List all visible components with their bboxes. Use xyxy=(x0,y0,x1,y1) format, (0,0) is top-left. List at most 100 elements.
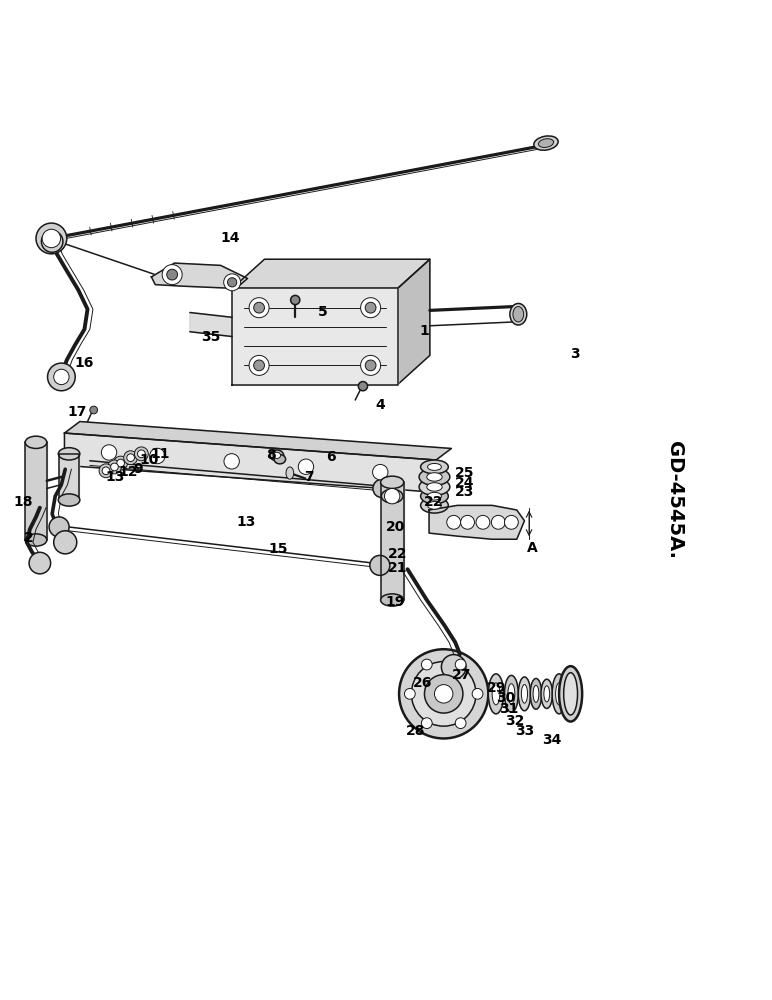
Ellipse shape xyxy=(381,476,404,488)
Polygon shape xyxy=(25,442,47,540)
Ellipse shape xyxy=(559,666,582,722)
Circle shape xyxy=(411,662,476,726)
Circle shape xyxy=(373,464,388,480)
Circle shape xyxy=(361,355,381,375)
Text: 5: 5 xyxy=(318,305,328,319)
Text: 21: 21 xyxy=(388,561,408,575)
Text: 14: 14 xyxy=(221,231,240,245)
Text: 6: 6 xyxy=(326,450,335,464)
Circle shape xyxy=(361,298,381,318)
Text: 19: 19 xyxy=(385,595,405,609)
Circle shape xyxy=(42,231,63,252)
Circle shape xyxy=(370,555,390,575)
Ellipse shape xyxy=(59,494,80,506)
Ellipse shape xyxy=(286,467,293,479)
Text: 31: 31 xyxy=(499,702,519,716)
Text: GD-4545A.: GD-4545A. xyxy=(665,441,684,559)
Circle shape xyxy=(110,463,118,471)
Circle shape xyxy=(476,515,490,529)
Text: 3: 3 xyxy=(570,347,579,361)
Ellipse shape xyxy=(428,463,442,470)
Circle shape xyxy=(447,515,461,529)
Ellipse shape xyxy=(428,502,442,509)
Ellipse shape xyxy=(381,594,404,606)
Text: 32: 32 xyxy=(506,714,525,728)
Polygon shape xyxy=(232,259,430,288)
Circle shape xyxy=(422,659,432,670)
Ellipse shape xyxy=(521,685,527,703)
Polygon shape xyxy=(151,263,248,288)
Text: 13: 13 xyxy=(236,515,256,529)
Ellipse shape xyxy=(489,674,503,714)
Circle shape xyxy=(224,454,239,469)
Text: 18: 18 xyxy=(13,495,32,509)
Text: 7: 7 xyxy=(304,470,314,484)
Polygon shape xyxy=(59,454,79,500)
Ellipse shape xyxy=(270,450,283,461)
Circle shape xyxy=(290,295,300,305)
Circle shape xyxy=(455,659,466,670)
Circle shape xyxy=(365,360,376,371)
Circle shape xyxy=(113,456,127,470)
Circle shape xyxy=(298,459,313,474)
Ellipse shape xyxy=(556,683,563,705)
Text: 28: 28 xyxy=(405,724,425,738)
Polygon shape xyxy=(65,433,436,492)
Circle shape xyxy=(29,552,51,574)
Circle shape xyxy=(504,515,518,529)
Polygon shape xyxy=(381,482,404,600)
Text: 33: 33 xyxy=(515,724,534,738)
Ellipse shape xyxy=(381,489,403,503)
Text: 8: 8 xyxy=(266,448,276,462)
Circle shape xyxy=(492,515,505,529)
Ellipse shape xyxy=(59,448,80,460)
Circle shape xyxy=(435,685,453,703)
Ellipse shape xyxy=(421,488,449,504)
Text: 12: 12 xyxy=(119,465,138,479)
Circle shape xyxy=(36,223,66,254)
Circle shape xyxy=(150,448,165,464)
Text: 25: 25 xyxy=(455,466,474,480)
Polygon shape xyxy=(232,288,398,385)
Circle shape xyxy=(162,265,182,285)
Circle shape xyxy=(472,688,483,699)
Circle shape xyxy=(365,302,376,313)
Circle shape xyxy=(107,460,121,474)
Text: 2: 2 xyxy=(23,531,33,545)
Ellipse shape xyxy=(421,460,449,474)
Text: 26: 26 xyxy=(413,676,432,690)
Ellipse shape xyxy=(428,492,442,500)
Circle shape xyxy=(167,269,178,280)
Ellipse shape xyxy=(508,684,515,704)
Text: 13: 13 xyxy=(106,470,125,484)
Circle shape xyxy=(90,406,97,414)
Circle shape xyxy=(373,479,391,498)
Ellipse shape xyxy=(552,674,566,714)
Circle shape xyxy=(134,447,148,461)
Text: 11: 11 xyxy=(150,447,170,461)
Ellipse shape xyxy=(518,677,530,711)
Text: 15: 15 xyxy=(269,542,288,556)
Ellipse shape xyxy=(427,483,442,491)
Text: 10: 10 xyxy=(140,453,159,467)
Circle shape xyxy=(99,464,113,478)
Circle shape xyxy=(384,488,400,504)
Circle shape xyxy=(228,278,237,287)
Circle shape xyxy=(42,229,61,248)
Ellipse shape xyxy=(427,473,442,481)
Ellipse shape xyxy=(510,303,527,325)
Ellipse shape xyxy=(538,139,554,147)
Text: 1: 1 xyxy=(420,324,429,338)
Circle shape xyxy=(422,718,432,729)
Circle shape xyxy=(254,302,265,313)
Ellipse shape xyxy=(533,136,558,150)
Ellipse shape xyxy=(530,678,542,709)
Text: 20: 20 xyxy=(385,520,405,534)
Circle shape xyxy=(54,369,69,385)
Text: 22: 22 xyxy=(388,547,408,561)
Circle shape xyxy=(249,355,269,375)
Polygon shape xyxy=(65,422,452,460)
Text: 17: 17 xyxy=(67,405,86,419)
Text: 16: 16 xyxy=(75,356,94,370)
Ellipse shape xyxy=(533,685,539,702)
